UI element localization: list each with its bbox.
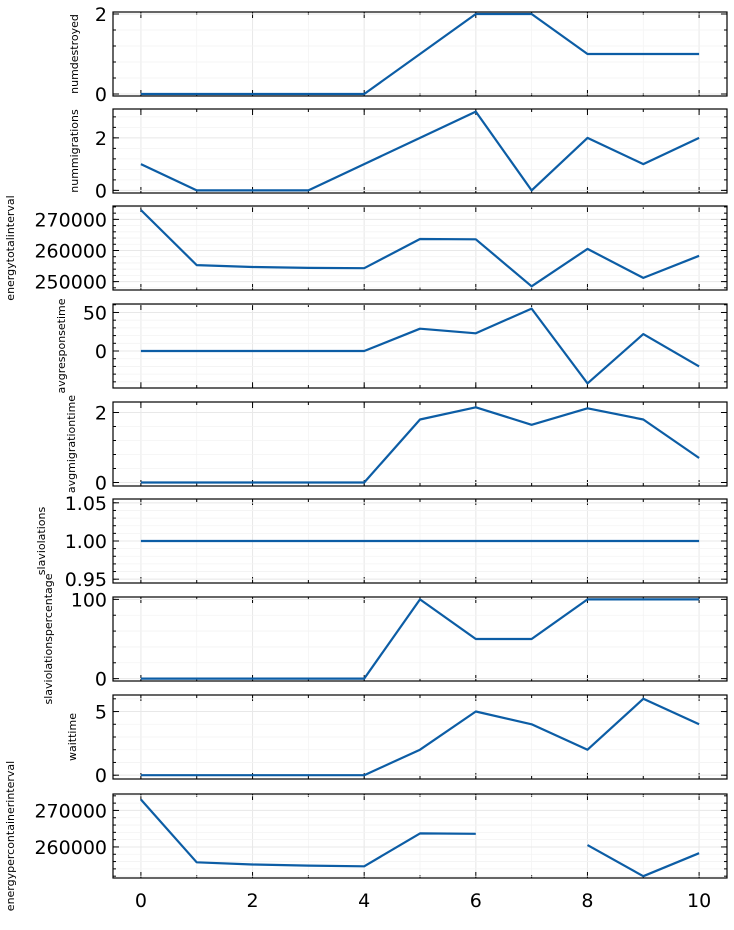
y-tick-label: 0 [95,473,107,495]
axes-frame [112,108,728,194]
x-tick-label: 2 [246,890,258,912]
y-tick-label: 0 [95,341,107,363]
series-line-energypercontainerinterval [586,844,700,878]
y-axis-label: nummigrations [68,109,81,193]
x-tick-label: 4 [358,890,370,912]
axes-frame [112,793,728,879]
y-axis-label: slaviolationspercentage [42,573,55,704]
y-tick-label: 2 [95,4,107,26]
series-line-waittime [140,697,700,777]
y-axis-label: numdestroyed [68,14,81,94]
subplot-energytotalinterval: 250000 260000 270000 energytotalinterval [4,195,728,301]
axes-frame [112,205,728,291]
subplot-slaviolationspercentage: 0 100 slaviolationspercentage [42,573,728,705]
y-axis-label: waittime [66,713,79,761]
y-tick-label: 2 [95,128,107,150]
axes-frame [112,694,728,780]
y-tick-label: 0 [95,180,107,202]
y-tick-label: 5 [95,702,107,724]
y-tick-label: 0.95 [65,569,107,591]
series-line-slaviolationspercentage [140,598,700,680]
y-axis-label: avgmigrationtime [65,395,78,493]
y-tick-label: 1.05 [65,493,107,515]
y-axis-label: slaviolations [35,507,48,576]
axes-frame [112,11,728,97]
axes-frame [112,596,728,682]
series-line-avgresponsetime [140,307,700,385]
subplot-avgmigrationtime: 0 2 avgmigrationtime [65,395,728,495]
y-tick-label: 0 [95,765,107,787]
y-tick-label: 270000 [34,209,107,231]
y-tick-label: 0 [95,669,107,691]
subplot-avgresponsetime: 0 50 avgresponsetime [55,298,728,394]
subplot-nummigrations: 0 2 nummigrations [68,108,728,202]
series-line-energypercontainerinterval [140,798,476,868]
y-tick-label: 260000 [34,240,107,262]
subplot-energypercontainerinterval: 260000 270000 energypercontainerinterval [4,761,728,911]
subplot-slaviolations: 0.95 1.00 1.05 slaviolations [35,493,728,591]
y-tick-label: 270000 [34,800,107,822]
y-tick-label: 1.00 [65,531,107,553]
axes-frame [112,498,728,584]
subplot-numdestroyed: 0 2 numdestroyed [68,4,728,106]
x-tick-label: 0 [135,890,147,912]
series-line-nummigrations [140,110,700,192]
axes-frame [112,303,728,389]
y-tick-label: 50 [83,302,107,324]
series-line-energytotalinterval [140,209,700,288]
y-tick-label: 260000 [34,837,107,859]
x-tick-label: 10 [687,890,711,912]
axes-frame [112,401,728,487]
y-tick-label: 0 [95,84,107,106]
subplot-waittime: 0 5 waittime [66,694,728,787]
y-axis-label: energypercontainerinterval [4,761,17,911]
y-axis-label: avgresponsetime [55,298,68,393]
y-axis-label: energytotalinterval [4,195,17,300]
y-tick-label: 250000 [34,272,107,294]
y-tick-label: 2 [95,403,107,425]
x-tick-label: 6 [470,890,482,912]
y-tick-label: 100 [71,589,107,611]
x-tick-label: 8 [581,890,593,912]
